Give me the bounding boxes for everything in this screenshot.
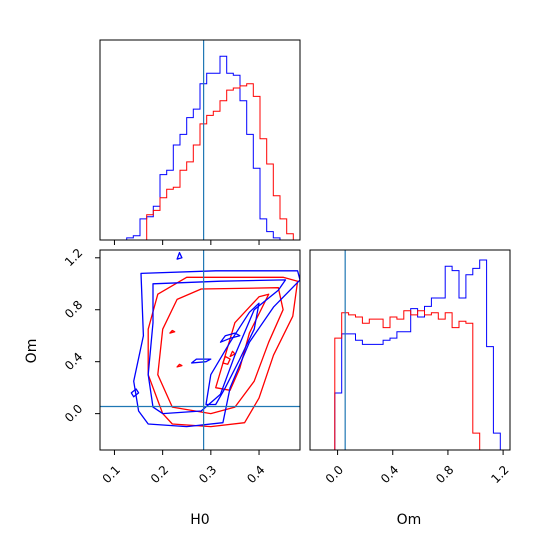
contour-blue-0 <box>133 270 300 428</box>
joint-ytick-label-1: 0.4 <box>62 350 85 373</box>
joint-frame <box>99 249 301 451</box>
h0-series-0-histogram <box>100 55 300 240</box>
contour-red-4 <box>229 350 236 358</box>
om-series-0-histogram <box>334 259 508 450</box>
om-series-1-histogram <box>334 310 508 450</box>
contour-red-2 <box>215 293 270 391</box>
contour-blue-1 <box>147 279 287 415</box>
om-xlabel: Om <box>397 512 422 528</box>
om-hist-xtick-label-2: 0.8 <box>433 463 456 486</box>
contour-red-0 <box>147 276 299 428</box>
contour-red-1 <box>157 287 284 415</box>
om-hist-xtick-label-0: 0.0 <box>323 463 346 486</box>
contour-blue-3 <box>219 332 241 343</box>
joint-xtick-label-2: 0.3 <box>196 463 219 486</box>
contour-blue-6 <box>130 388 140 398</box>
om-hist-xtick-label-3: 1.2 <box>488 463 511 486</box>
joint-xtick-label-0: 0.1 <box>100 463 123 486</box>
h0-om-contour-panel: 0.1 0.2 0.3 0.4 0.0 0.4 0.8 1.2 <box>62 246 301 486</box>
om-histogram-panel: 0.0 0.4 0.8 1.2 <box>309 249 512 486</box>
joint-ytick-label-0: 0.0 <box>62 402 85 425</box>
contour-blue-2 <box>205 302 260 406</box>
joint-xtick-label-1: 0.2 <box>148 463 171 486</box>
om-histogram-frame <box>309 249 511 451</box>
joint-xlabel: H0 <box>190 512 209 528</box>
contour-red-6 <box>169 329 176 334</box>
joint-ylabel: Om <box>24 339 40 364</box>
contour-blue-5 <box>176 251 183 260</box>
h0-series-1-histogram <box>100 83 300 240</box>
joint-ytick-label-3: 1.2 <box>62 246 85 269</box>
om-hist-xtick-label-1: 0.4 <box>378 463 401 486</box>
contour-blue-4 <box>190 358 212 364</box>
contour-red-3 <box>222 355 231 365</box>
h0-histogram-frame <box>99 39 301 241</box>
contour-red-5 <box>176 363 183 368</box>
joint-xtick-label-3: 0.4 <box>244 463 267 486</box>
h0-histogram-panel <box>99 39 301 245</box>
joint-ytick-label-2: 0.8 <box>62 298 85 321</box>
